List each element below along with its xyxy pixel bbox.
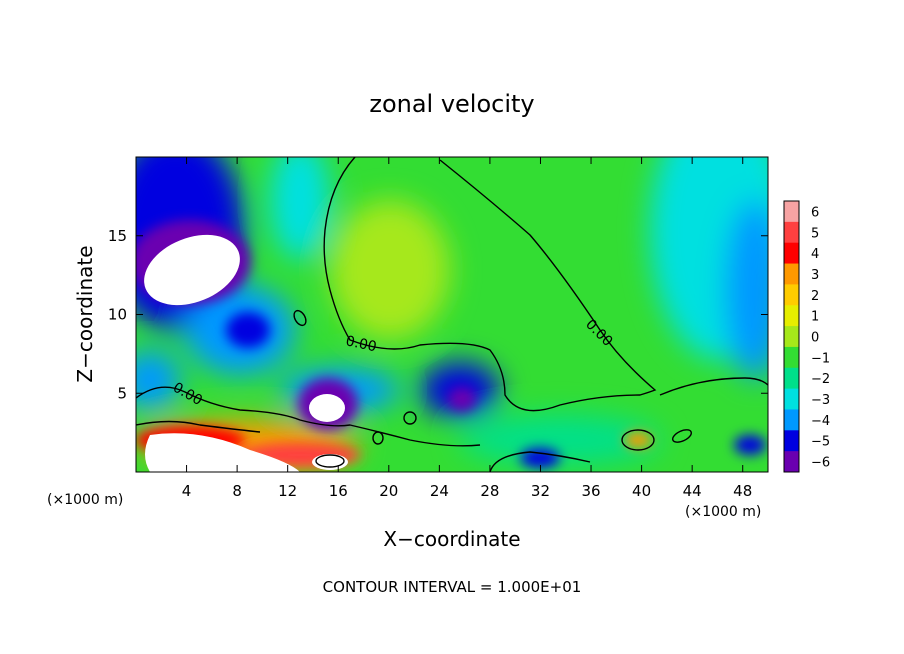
colorbar-label: −5 bbox=[811, 435, 830, 450]
colorbar-swatch bbox=[784, 346, 799, 369]
x-tick-label: 28 bbox=[480, 482, 499, 500]
colorbar-label: −6 bbox=[811, 456, 830, 471]
colorbar-label: 5 bbox=[811, 226, 819, 241]
colorbar-swatch bbox=[784, 388, 799, 410]
x-tick-label: 24 bbox=[430, 482, 449, 500]
colorbar-label: 1 bbox=[811, 310, 819, 325]
colorbar-label: −2 bbox=[811, 372, 830, 387]
x-tick-label: 20 bbox=[379, 482, 398, 500]
heatmap-field: 0.00 0.00 0.00 bbox=[136, 157, 768, 472]
x-axis: 4 8 12 16 20 24 28 32 36 40 44 48 bbox=[182, 157, 752, 500]
x-tick-label: 40 bbox=[632, 482, 651, 500]
colorbar-frame bbox=[783, 200, 800, 473]
colorbar-swatch bbox=[784, 242, 799, 265]
y-tick-label: 10 bbox=[108, 306, 127, 324]
colorbar-label: 6 bbox=[811, 205, 819, 220]
colorbar-swatch bbox=[784, 305, 799, 327]
contour-interval-footer: CONTOUR INTERVAL = 1.000E+01 bbox=[323, 578, 582, 596]
colorbar-swatch bbox=[784, 326, 799, 348]
contour-label: 0.00 bbox=[344, 333, 378, 355]
colorbar-label: 4 bbox=[811, 247, 819, 262]
colorbar-swatch bbox=[784, 201, 799, 223]
x-unit-label-left: (×1000 m) bbox=[47, 492, 123, 508]
y-tick-label: 15 bbox=[108, 227, 127, 245]
y-axis-title: Z−coordinate bbox=[73, 245, 97, 382]
x-tick-label: 8 bbox=[232, 482, 242, 500]
x-tick-label: 32 bbox=[531, 482, 550, 500]
y-tick-label: 5 bbox=[117, 384, 127, 402]
colorbar-swatch bbox=[784, 430, 799, 452]
x-tick-label: 48 bbox=[733, 482, 752, 500]
x-tick-label: 44 bbox=[683, 482, 702, 500]
colorbar-swatch bbox=[784, 263, 799, 285]
colorbar-label: 3 bbox=[811, 268, 819, 283]
colorbar-label: 0 bbox=[811, 331, 819, 346]
x-tick-label: 36 bbox=[581, 482, 600, 500]
colorbar-swatch bbox=[784, 451, 799, 473]
x-unit-label-right: (×1000 m) bbox=[685, 504, 761, 520]
x-tick-label: 12 bbox=[278, 482, 297, 500]
colorbar-swatch bbox=[784, 367, 799, 390]
colorbar: 6 5 4 3 2 1 0 −1 −2 −3 −4 −5 −6 bbox=[783, 200, 830, 473]
x-tick-label: 16 bbox=[329, 482, 348, 500]
colorbar-swatch bbox=[784, 284, 799, 306]
colorbar-swatch bbox=[784, 221, 799, 244]
x-axis-title: X−coordinate bbox=[383, 527, 520, 551]
colorbar-label: 2 bbox=[811, 289, 819, 304]
x-tick-label: 4 bbox=[182, 482, 192, 500]
colorbar-label: −3 bbox=[811, 393, 830, 408]
zero-contour-lines bbox=[136, 157, 768, 472]
y-axis: 5 10 15 bbox=[108, 227, 768, 402]
colorbar-label: −4 bbox=[811, 414, 830, 429]
colorbar-label: −1 bbox=[811, 351, 830, 366]
colorbar-swatch bbox=[784, 409, 799, 431]
chart-title: zonal velocity bbox=[369, 90, 534, 118]
